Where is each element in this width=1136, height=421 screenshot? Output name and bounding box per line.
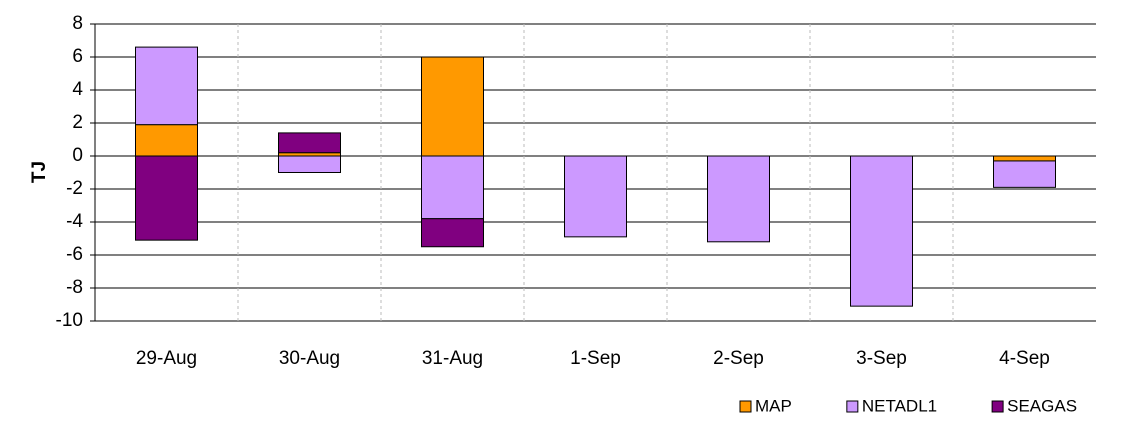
bar-segment [135, 46, 198, 126]
x-tick-label: 3-Sep [856, 348, 907, 369]
bar-segment [993, 155, 1056, 162]
y-tick-label: -10 [56, 310, 83, 331]
x-tick-label: 1-Sep [570, 348, 621, 369]
y-tick-label: -8 [66, 277, 83, 298]
bar-segment [850, 155, 913, 307]
x-tick-label: 4-Sep [999, 348, 1050, 369]
bar-segment [421, 56, 484, 157]
y-tick-label: 6 [72, 46, 83, 67]
y-tick-label: 0 [72, 145, 83, 166]
legend-label: SEAGAS [1007, 396, 1077, 415]
x-tick-label: 2-Sep [713, 348, 764, 369]
bar-segment [278, 132, 341, 154]
bar-segment [707, 155, 770, 243]
y-tick-label: -4 [66, 211, 83, 232]
x-tick-label: 31-Aug [422, 348, 483, 369]
x-tick-label: 29-Aug [136, 348, 197, 369]
legend-label: MAP [755, 396, 792, 415]
y-tick-label: 4 [72, 79, 83, 100]
y-tick-label: 8 [72, 13, 83, 34]
y-axis-label: TJ [29, 161, 50, 183]
legend-swatch [739, 400, 752, 413]
y-tick-label: -2 [66, 178, 83, 199]
legend-swatch [991, 400, 1004, 413]
legend-label: NETADL1 [862, 396, 937, 415]
y-tick-label: -6 [66, 244, 83, 265]
bar-segment [135, 124, 198, 157]
bar-segment [421, 218, 484, 248]
legend-swatch [846, 400, 859, 413]
bar-segment [135, 155, 198, 241]
y-tick-label: 2 [72, 112, 83, 133]
x-tick-label: 30-Aug [279, 348, 340, 369]
bar-segment [993, 160, 1056, 188]
bar-segment [421, 155, 484, 220]
bar-segment [278, 155, 341, 173]
bar-segment [564, 155, 627, 238]
